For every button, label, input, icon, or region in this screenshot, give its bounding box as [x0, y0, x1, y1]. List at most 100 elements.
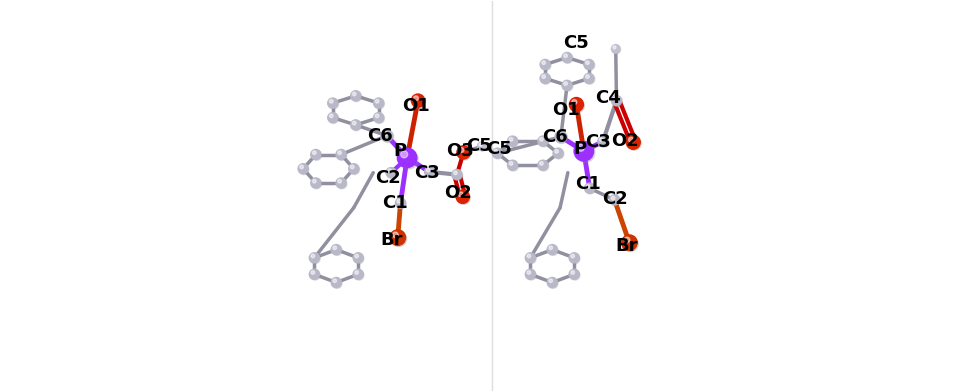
Circle shape	[353, 269, 364, 279]
Circle shape	[612, 45, 620, 53]
Circle shape	[353, 253, 364, 263]
Circle shape	[386, 168, 396, 178]
Circle shape	[570, 270, 574, 274]
Circle shape	[624, 237, 630, 243]
Circle shape	[525, 253, 535, 263]
Text: C5: C5	[486, 140, 512, 158]
Circle shape	[479, 143, 482, 146]
Circle shape	[396, 199, 407, 209]
Circle shape	[585, 74, 595, 84]
Circle shape	[338, 151, 341, 154]
Circle shape	[510, 162, 513, 165]
Circle shape	[540, 162, 543, 165]
Circle shape	[354, 254, 364, 264]
Circle shape	[569, 269, 579, 279]
Circle shape	[353, 92, 356, 96]
Circle shape	[388, 169, 391, 172]
Circle shape	[414, 96, 418, 101]
Circle shape	[331, 245, 341, 255]
Circle shape	[401, 151, 408, 158]
Text: C5: C5	[564, 34, 589, 53]
Text: C3: C3	[585, 132, 612, 151]
Circle shape	[375, 100, 379, 103]
Circle shape	[374, 99, 384, 109]
Circle shape	[562, 53, 572, 63]
Text: C4: C4	[595, 89, 620, 107]
Circle shape	[373, 113, 384, 123]
Circle shape	[610, 195, 619, 205]
Circle shape	[584, 60, 594, 69]
Circle shape	[355, 270, 359, 274]
Circle shape	[460, 148, 464, 152]
Circle shape	[538, 136, 548, 146]
Circle shape	[310, 254, 320, 264]
Text: O2: O2	[444, 184, 472, 202]
Circle shape	[390, 230, 406, 245]
Circle shape	[382, 131, 394, 142]
Circle shape	[509, 161, 518, 171]
Circle shape	[300, 165, 304, 169]
Circle shape	[526, 254, 536, 264]
Circle shape	[349, 164, 359, 174]
Circle shape	[310, 270, 320, 280]
Circle shape	[549, 279, 553, 283]
Circle shape	[313, 180, 317, 183]
Circle shape	[329, 114, 333, 118]
Circle shape	[564, 54, 567, 58]
Circle shape	[612, 196, 614, 200]
Circle shape	[508, 160, 517, 170]
Circle shape	[525, 269, 535, 279]
Circle shape	[584, 73, 594, 83]
Circle shape	[391, 231, 407, 247]
Circle shape	[413, 95, 425, 108]
Circle shape	[492, 148, 503, 158]
Circle shape	[539, 137, 549, 147]
Circle shape	[331, 278, 341, 288]
Circle shape	[333, 246, 336, 250]
Text: C2: C2	[375, 169, 401, 187]
Circle shape	[387, 168, 397, 178]
Circle shape	[554, 149, 563, 159]
Circle shape	[585, 183, 595, 193]
Circle shape	[312, 179, 321, 189]
Circle shape	[541, 60, 551, 70]
Circle shape	[570, 254, 580, 264]
Circle shape	[397, 200, 401, 203]
Circle shape	[613, 97, 616, 101]
Text: O1: O1	[402, 98, 430, 116]
Circle shape	[375, 114, 379, 118]
Circle shape	[327, 98, 338, 108]
Circle shape	[328, 99, 339, 109]
Circle shape	[393, 232, 398, 238]
Circle shape	[622, 236, 638, 252]
Circle shape	[563, 53, 573, 64]
Circle shape	[612, 45, 620, 54]
Circle shape	[397, 148, 416, 168]
Circle shape	[457, 191, 470, 204]
Circle shape	[351, 165, 354, 169]
Circle shape	[328, 113, 339, 123]
Circle shape	[381, 130, 393, 142]
Circle shape	[312, 150, 321, 160]
Circle shape	[599, 137, 609, 147]
Text: Br: Br	[615, 237, 638, 255]
Circle shape	[338, 180, 341, 183]
Circle shape	[586, 75, 589, 78]
Circle shape	[540, 138, 543, 141]
Circle shape	[332, 278, 342, 289]
Circle shape	[311, 254, 315, 258]
Circle shape	[350, 165, 360, 174]
Circle shape	[299, 165, 309, 174]
Circle shape	[353, 121, 356, 125]
Circle shape	[494, 149, 498, 153]
Text: C2: C2	[603, 190, 628, 208]
Circle shape	[553, 148, 563, 158]
Circle shape	[311, 270, 315, 274]
Circle shape	[626, 135, 640, 149]
Circle shape	[556, 132, 567, 143]
Circle shape	[585, 184, 596, 194]
Circle shape	[337, 179, 347, 189]
Text: C6: C6	[368, 127, 393, 145]
Circle shape	[555, 131, 566, 143]
Circle shape	[574, 142, 594, 161]
